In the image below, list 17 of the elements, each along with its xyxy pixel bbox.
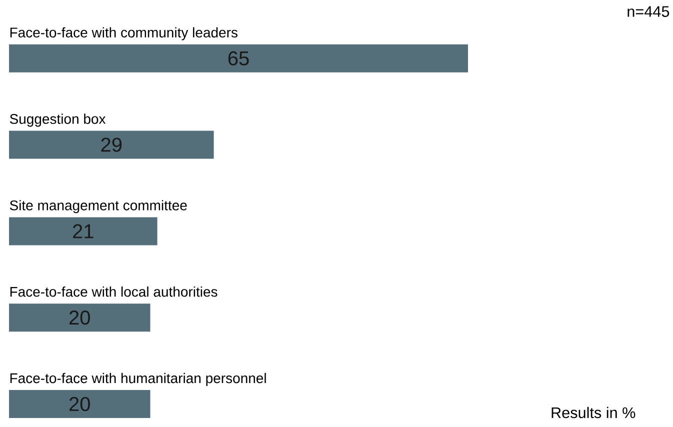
bar bbox=[9, 130, 214, 159]
y-tick-label: Site management committee bbox=[10, 200, 187, 214]
data-label: 20 bbox=[70, 396, 90, 412]
bar bbox=[9, 390, 150, 418]
text: Results in % bbox=[552, 406, 636, 418]
y-tick-label: Suggestion box bbox=[10, 114, 106, 127]
bar bbox=[9, 304, 150, 332]
data-label: 20 bbox=[70, 310, 90, 325]
y-tick-label: Face-to-face with local authorities bbox=[10, 286, 218, 297]
y-tick-label: Face-to-face with community leaders bbox=[10, 27, 238, 40]
y-tick-label: Face-to-face with humanitarian personnel bbox=[10, 372, 266, 386]
data-label: 65 bbox=[228, 51, 249, 66]
data-label: 29 bbox=[101, 138, 122, 152]
bar bbox=[9, 217, 158, 246]
text: n=445 bbox=[628, 6, 670, 17]
data-label: 21 bbox=[73, 224, 94, 238]
bar bbox=[9, 44, 468, 72]
